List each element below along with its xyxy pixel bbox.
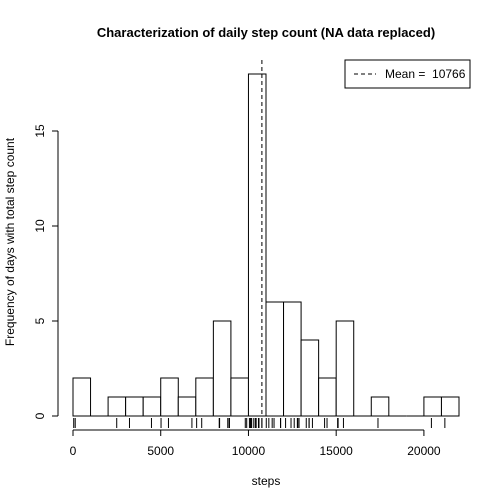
legend-label: Mean = 10766	[385, 67, 466, 81]
x-axis: 0 5000 10000 15000 20000	[70, 430, 441, 458]
histogram-bar	[178, 397, 196, 416]
histogram-bar	[371, 397, 389, 416]
histogram-bar	[441, 397, 459, 416]
chart-title: Characterization of daily step count (NA…	[97, 25, 435, 40]
y-tick-label: 5	[33, 317, 47, 324]
y-axis-label: Frequency of days with total step count	[3, 137, 17, 346]
x-tick-label: 20000	[407, 444, 441, 458]
x-tick-label: 5000	[147, 444, 174, 458]
histogram-bar	[319, 378, 337, 416]
histogram-bar	[301, 340, 319, 416]
histogram-bar	[248, 74, 266, 416]
histogram-bar	[143, 397, 161, 416]
histogram-bar	[73, 378, 91, 416]
x-tick-label: 15000	[319, 444, 353, 458]
rug-marks	[74, 418, 445, 428]
histogram-bar	[336, 321, 354, 416]
histogram-bar	[424, 397, 442, 416]
histogram-bar	[196, 378, 214, 416]
histogram-bars	[73, 74, 459, 416]
y-tick-label: 0	[33, 412, 47, 419]
y-tick-label: 10	[33, 219, 47, 233]
histogram-bar	[108, 397, 126, 416]
histogram-bar	[126, 397, 144, 416]
x-axis-label: steps	[252, 474, 281, 488]
histogram-bar	[231, 378, 249, 416]
legend: Mean = 10766	[345, 60, 470, 88]
x-tick-label: 0	[70, 444, 77, 458]
x-tick-label: 10000	[232, 444, 266, 458]
histogram-bar	[266, 302, 284, 416]
y-axis: 0 5 10 15	[33, 124, 58, 419]
histogram-bar	[161, 378, 179, 416]
y-tick-label: 15	[33, 124, 47, 138]
histogram-bar	[284, 302, 302, 416]
histogram-bar	[213, 321, 231, 416]
